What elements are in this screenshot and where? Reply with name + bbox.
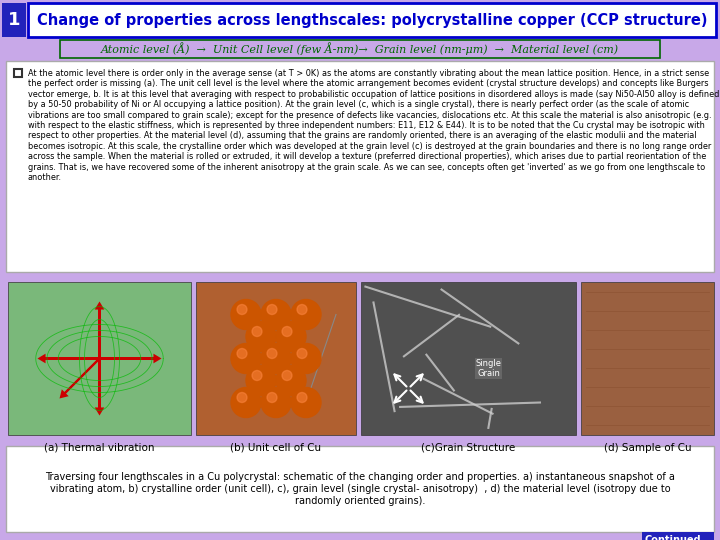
Circle shape	[276, 321, 306, 352]
Text: Traversing four lengthscales in a Cu polycrystal: schematic of the changing orde: Traversing four lengthscales in a Cu pol…	[45, 472, 675, 505]
Circle shape	[261, 343, 291, 374]
Circle shape	[261, 388, 291, 417]
Circle shape	[246, 321, 276, 352]
Circle shape	[282, 327, 292, 336]
Circle shape	[282, 370, 292, 381]
FancyArrow shape	[40, 355, 99, 361]
Circle shape	[231, 343, 261, 374]
Circle shape	[267, 305, 277, 314]
Bar	[2, 3, 26, 37]
Circle shape	[291, 388, 321, 417]
Text: (a) Thermal vibration: (a) Thermal vibration	[44, 443, 155, 453]
FancyArrow shape	[96, 359, 102, 414]
Text: (d) Sample of Cu: (d) Sample of Cu	[603, 443, 691, 453]
Circle shape	[267, 348, 277, 359]
Circle shape	[231, 300, 261, 329]
Text: At the atomic level there is order only in the average sense (at T > 0K) as the : At the atomic level there is order only …	[28, 69, 719, 182]
Circle shape	[237, 305, 247, 314]
Text: Atomic level (Å)  →  Unit Cell level (few Å-nm)→  Grain level (nm-μm)  →  Materi: Atomic level (Å) → Unit Cell level (few …	[101, 43, 619, 56]
Circle shape	[231, 388, 261, 417]
Bar	[6, 61, 714, 272]
Circle shape	[237, 393, 247, 402]
Bar	[14, 69, 22, 77]
FancyArrow shape	[61, 359, 99, 397]
Bar	[28, 3, 716, 37]
Text: (c)Grain Structure: (c)Grain Structure	[421, 443, 516, 453]
Bar	[6, 446, 714, 532]
Circle shape	[252, 370, 262, 381]
Circle shape	[297, 305, 307, 314]
Circle shape	[246, 366, 276, 395]
Text: Change of properties across lengthscales: polycrystalline copper (CCP structure): Change of properties across lengthscales…	[37, 12, 707, 28]
Bar	[642, 532, 714, 540]
Circle shape	[297, 393, 307, 402]
Bar	[60, 40, 660, 58]
Circle shape	[237, 348, 247, 359]
Circle shape	[297, 348, 307, 359]
Bar	[581, 282, 714, 435]
Bar	[196, 282, 356, 435]
Circle shape	[291, 343, 321, 374]
Text: Single
Grain: Single Grain	[475, 359, 502, 378]
Circle shape	[276, 366, 306, 395]
Circle shape	[267, 393, 277, 402]
Text: 1: 1	[8, 11, 20, 29]
Text: Continued...: Continued...	[644, 535, 712, 540]
FancyArrow shape	[96, 303, 102, 359]
Circle shape	[291, 300, 321, 329]
Text: (b) Unit cell of Cu: (b) Unit cell of Cu	[230, 443, 322, 453]
Circle shape	[261, 300, 291, 329]
Circle shape	[252, 327, 262, 336]
FancyArrow shape	[99, 355, 160, 361]
Bar	[8, 282, 191, 435]
Bar	[361, 282, 576, 435]
